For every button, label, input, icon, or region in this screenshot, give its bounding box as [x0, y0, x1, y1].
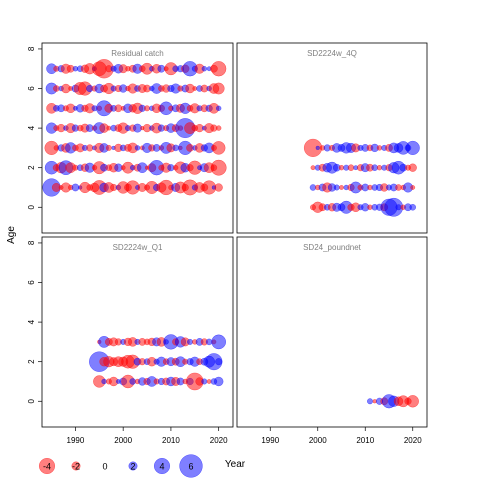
bubble-point: [144, 105, 151, 112]
bubble-point: [409, 203, 417, 211]
y-tick-label: 6: [27, 86, 36, 91]
panel-1: [236, 42, 428, 234]
panel-frame: [41, 236, 234, 428]
bubble-point: [172, 144, 179, 152]
bubble-point: [212, 82, 225, 95]
y-tick-label: 0: [27, 398, 36, 403]
x-tick-label: 2000: [114, 436, 132, 445]
legend-label: 0: [102, 462, 107, 472]
legend-bubble: [128, 461, 138, 471]
legend-label: 6: [188, 462, 193, 472]
panel-frame: [236, 236, 428, 428]
y-tick-label: 6: [27, 280, 36, 285]
panel-title: SD2224w_4Q: [307, 49, 357, 58]
y-tick-label: 8: [27, 46, 36, 51]
legend-label: -2: [72, 462, 80, 472]
bubble-point: [205, 338, 213, 346]
legend-bubble: [179, 454, 203, 478]
bubble-point: [101, 378, 107, 385]
panel-title: Residual catch: [111, 49, 163, 58]
bubble-point: [86, 144, 94, 152]
y-tick-label: 0: [27, 204, 36, 209]
y-tick-label: 2: [27, 165, 36, 170]
bubble-point: [376, 145, 383, 151]
panel-0: [41, 42, 234, 234]
bubble-point: [310, 165, 316, 171]
y-tick-label: 4: [27, 125, 36, 130]
x-tick-label: 2010: [162, 436, 180, 445]
legend-item: 0: [102, 462, 107, 472]
x-tick-label: 2020: [404, 436, 422, 445]
bubble-point: [105, 144, 112, 151]
x-tick-label: 2000: [309, 436, 327, 445]
bubble-point: [347, 164, 355, 171]
legend-item: 6: [179, 454, 203, 478]
y-axis-label: Age: [6, 226, 17, 244]
bubble-point: [338, 164, 345, 171]
y-tick-label: 2: [27, 359, 36, 364]
panel-frame: [41, 42, 234, 234]
legend-item: 4: [153, 457, 171, 475]
x-axis-label: Year: [225, 459, 246, 470]
bubble-point: [367, 398, 373, 405]
bubble-point: [211, 141, 226, 155]
bubble-point: [201, 378, 208, 385]
legend-label: 2: [130, 462, 135, 472]
bubble-point: [408, 163, 417, 172]
bubble-point: [376, 164, 383, 171]
bubble-point: [215, 358, 223, 366]
legend-bubble: [71, 461, 81, 471]
panel-2: [41, 236, 234, 428]
bubble-point: [395, 204, 402, 211]
bubble-point: [187, 338, 194, 345]
x-tick-label: 1990: [67, 436, 85, 445]
bubble-point: [215, 125, 222, 131]
bubble-point: [134, 145, 141, 151]
legend-bubble: [153, 457, 171, 475]
panel-title: SD2224w_Q1: [113, 243, 163, 252]
legend-bubble: [38, 457, 56, 475]
x-tick-label: 2010: [356, 436, 374, 445]
legend-item: -4: [38, 457, 56, 475]
panel-3: [236, 236, 428, 428]
y-tick-label: 4: [27, 319, 36, 324]
panel-frame: [236, 42, 428, 234]
legend-item: -2: [71, 461, 81, 472]
legend-label: 4: [159, 462, 164, 472]
bubble-point: [211, 61, 227, 77]
bubble-point: [213, 376, 224, 387]
bubble-point: [215, 105, 222, 112]
bubble-point: [410, 185, 416, 190]
x-tick-label: 2020: [210, 436, 228, 445]
y-tick-label: 8: [27, 240, 36, 245]
bubble-point: [214, 183, 223, 192]
panel-title: SD24_poundnet: [303, 243, 362, 252]
x-tick-label: 1990: [261, 436, 279, 445]
legend-item: 2: [128, 461, 138, 472]
bubble-point: [71, 183, 80, 192]
legend-label: -4: [43, 462, 51, 472]
bubble-point: [405, 140, 420, 155]
bubble-point: [211, 334, 227, 350]
bubble-point: [406, 395, 419, 408]
bubble-point: [339, 185, 344, 190]
bubble-point: [201, 66, 208, 72]
bubble-point: [315, 145, 320, 151]
bubble-point: [333, 184, 340, 191]
bubble-point: [210, 159, 227, 176]
